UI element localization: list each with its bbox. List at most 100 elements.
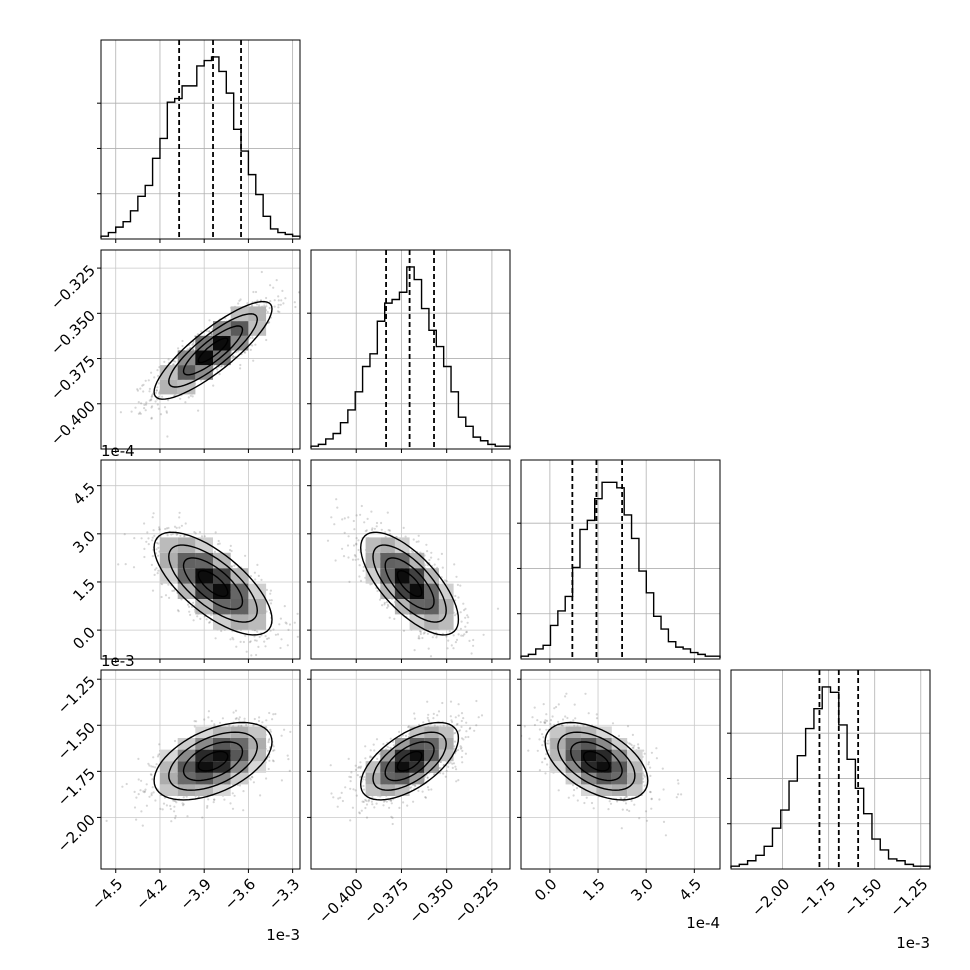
density-cell [160,379,178,395]
scatter-point [249,640,252,643]
scatter-point [269,284,272,287]
scatter-point [156,369,159,372]
scatter-point [237,350,240,353]
scatter-point [238,784,242,787]
scatter-point [265,296,268,300]
scatter-point [148,795,151,798]
scatter-point [207,716,210,719]
scatter-point [156,755,160,758]
scatter-point [162,802,166,805]
scatter-point [150,395,154,398]
scatter-point [387,605,390,608]
scatter-point [237,724,240,727]
scatter-point [269,589,272,592]
scatter-point [133,806,137,809]
scatter-point [244,554,247,557]
scatter-point [130,410,133,413]
scatter-point [152,791,155,794]
panel-frame [310,249,511,450]
scatter-point [192,342,195,345]
scatter-point [137,757,140,761]
contour-2 [372,544,447,623]
scatter-point [187,396,190,399]
scatter-point [306,632,308,634]
scatter-point [455,638,459,642]
scatter-point [256,299,259,302]
scatter-point [213,798,216,801]
scatter-point [359,765,363,768]
scatter-point [269,730,272,733]
scatter-point [378,598,382,601]
density-cell [394,583,410,599]
scatter-point [207,798,210,801]
scatter-point [452,634,455,637]
scatter-point [257,645,260,649]
scatter-point [287,758,290,761]
scatter-point [218,721,222,724]
scatter-point [188,610,191,613]
scatter-point [175,526,178,530]
scatter-point [411,551,414,554]
scatter-point [272,745,275,748]
scatter-point [123,533,126,536]
density-content [311,460,510,659]
scatter-point [343,531,346,534]
scatter-point [427,647,430,650]
scatter-point [355,542,358,545]
scatter-point [229,544,232,548]
scatter-point [445,635,448,638]
scatter-point [192,601,195,604]
scatter-point [388,529,392,532]
scatter-point [151,539,154,542]
scatter-point [253,639,257,642]
scatter-point [192,340,195,343]
scatter-point [177,610,180,613]
scatter-point [285,622,288,625]
density-cells [160,537,267,630]
scatter-point [230,351,233,354]
density-cell [230,749,249,762]
scatter-point [256,630,259,633]
scatter-point [358,575,361,578]
scatter-point [467,616,470,619]
scatter-point [424,796,427,799]
scatter-point [171,589,174,593]
scatter-point [347,556,350,559]
density-cell [160,784,178,796]
scatter-point [200,535,204,538]
panel-frame [100,249,301,450]
scatter-point [384,531,387,534]
scatter-point [178,526,181,529]
density-cell [230,772,249,785]
scatter-point [381,604,384,607]
scatter-point [436,714,439,717]
scatter-point [233,564,236,567]
scatter-point [267,637,270,640]
scatter-point [456,583,459,587]
contour-1 [384,557,435,610]
scatter-point [152,756,155,759]
scatter-point [464,625,467,628]
density-cell [438,614,454,630]
scatter-point [254,290,258,294]
scatter-point [182,796,185,799]
scatter-point [167,526,170,530]
scatter-point [269,300,272,303]
scatter-point [147,762,150,765]
scatter-point [443,579,447,582]
scatter-point [417,534,420,537]
scatter-point [133,790,136,794]
scatter-point [191,343,194,346]
scatter-point [151,589,155,592]
density-cell [195,784,213,796]
scatter-point [462,602,465,605]
density-cell [248,761,267,773]
scatter-point [208,621,211,624]
scatter-point [249,575,253,578]
scatter-point [232,638,235,641]
scatter-point [242,809,245,812]
scatter-point [404,734,408,738]
density-cell [230,761,249,773]
scatter-point [441,701,444,705]
scatter-point [142,390,145,393]
